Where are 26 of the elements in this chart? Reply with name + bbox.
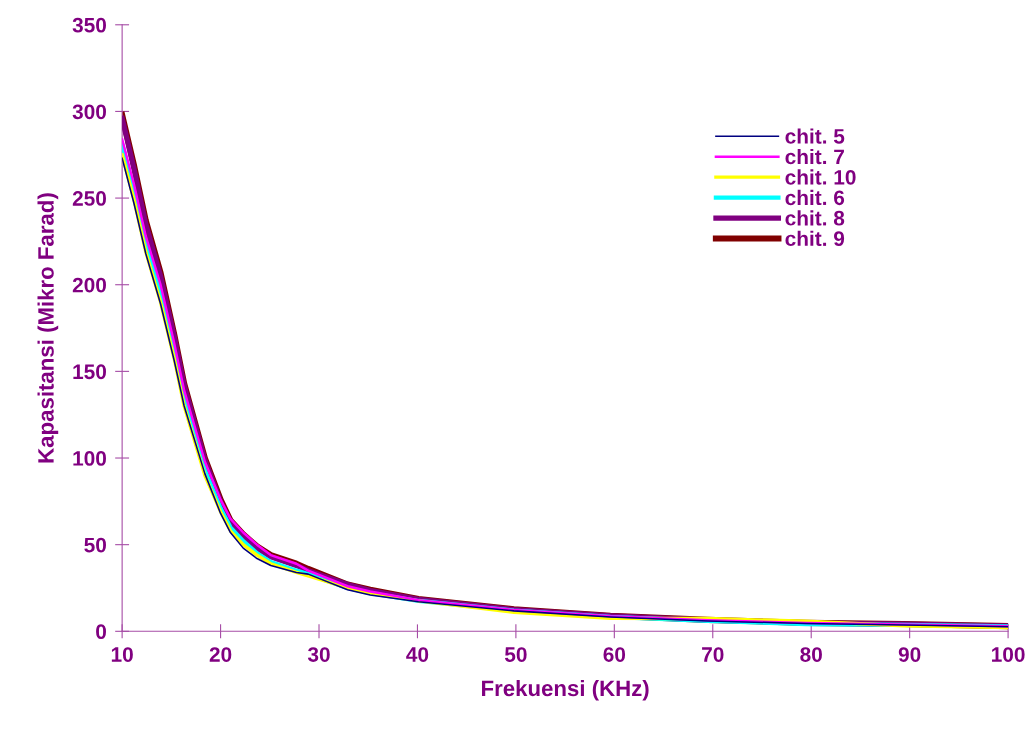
x-tick-label: 80: [800, 647, 822, 662]
x-tick-label: 70: [702, 647, 724, 662]
y-tick-label: 50: [84, 537, 106, 553]
x-axis-title: Frekuensi (KHz): [482, 679, 649, 701]
x-tick-label: 60: [603, 647, 626, 662]
x-tick-label: 30: [307, 647, 330, 662]
x-tick-label: 20: [209, 647, 232, 662]
x-tick-label: 90: [898, 647, 921, 662]
x-tick-label: 10: [111, 647, 133, 662]
y-tick-label: 350: [72, 17, 106, 33]
y-tick-label: 250: [72, 191, 106, 206]
y-tick-label: 200: [72, 277, 106, 293]
x-tick-label: 50: [504, 647, 527, 662]
legend-label: chit. 5: [785, 128, 845, 144]
legend-label: chit. 10: [785, 169, 856, 185]
legend-label: chit. 8: [785, 210, 845, 226]
y-tick-label: 150: [73, 364, 106, 380]
y-tick-label: 300: [72, 104, 106, 120]
x-tick-label: 100: [992, 647, 1025, 662]
legend-label: chit. 7: [785, 148, 844, 165]
legend-label: chit. 6: [785, 189, 845, 206]
y-tick-label: 0: [96, 624, 106, 640]
y-tick-label: 100: [73, 451, 106, 466]
legend-label: chit. 9: [785, 230, 845, 247]
x-tick-label: 40: [406, 647, 429, 662]
y-axis-title: Kapasitansi (Mikro Farad): [37, 193, 59, 463]
